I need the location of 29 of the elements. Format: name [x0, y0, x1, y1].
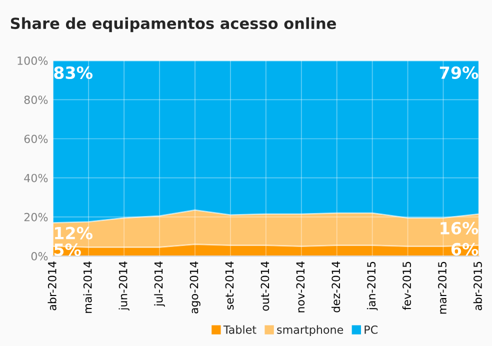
x-tick-label: out-2014 [260, 262, 270, 311]
data-label: 6% [451, 242, 478, 256]
y-tick-label: 80% [24, 96, 48, 104]
x-tick-label: dez-2014 [331, 262, 340, 312]
y-tick-label: 40% [24, 174, 48, 182]
x-tick-label: jun-2014 [118, 262, 130, 311]
y-tick-label: 60% [24, 134, 48, 144]
data-label: 12% [55, 226, 92, 240]
data-label: 16% [440, 222, 478, 234]
x-tick-label: ago-2014 [190, 262, 200, 314]
y-tick-label: 100% [18, 56, 48, 65]
x-tick-label: mar-2015 [438, 262, 446, 314]
x-tick-label: mai-2014 [83, 262, 92, 313]
y-tick-label: 20% [24, 212, 48, 222]
x-tick-label: jul-2014 [154, 262, 165, 307]
legend-label: smartphone [277, 325, 344, 336]
x-tick-label: abr-2014 [48, 262, 56, 310]
data-label: 79% [440, 66, 478, 80]
x-tick-label: abr-2015 [473, 262, 482, 310]
chart-title: Share de equipamentos acesso online [10, 17, 336, 32]
legend-label: Tablet [223, 325, 256, 334]
x-tick-label: set-2014 [225, 262, 234, 310]
legend-label: PC [364, 325, 378, 334]
data-label: 83% [54, 66, 92, 80]
data-label: 5% [54, 243, 81, 256]
x-tick-label: fev-2015 [402, 262, 412, 310]
x-tick-label: nov-2014 [296, 262, 305, 312]
x-tick-label: jan-2015 [366, 262, 378, 310]
y-tick-label: 0% [31, 252, 48, 260]
